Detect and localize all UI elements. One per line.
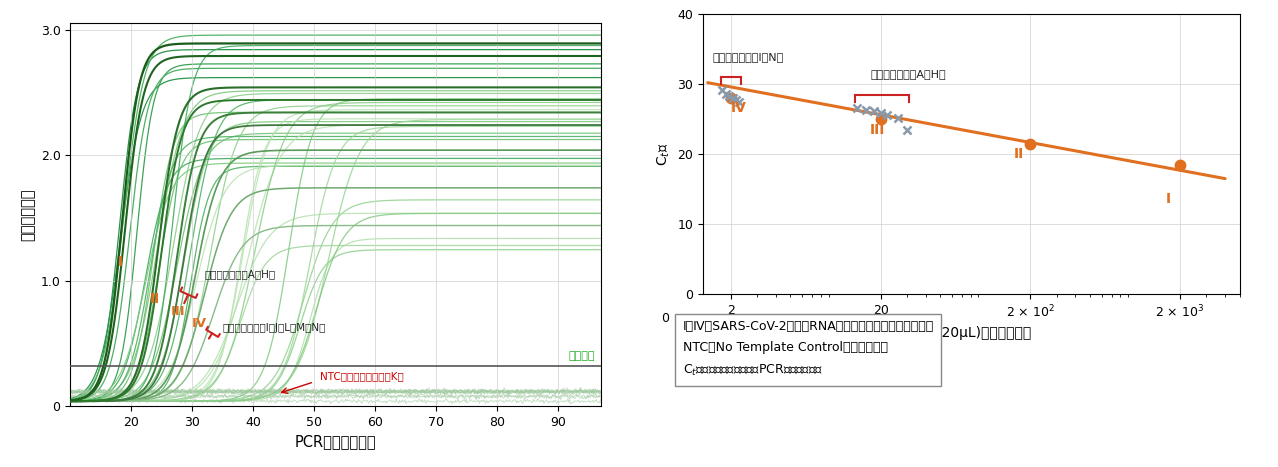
Text: IV: IV <box>731 101 746 115</box>
Text: しきい値: しきい値 <box>567 351 594 361</box>
X-axis label: 反応液(20μL)中のコピー数: 反応液(20μL)中のコピー数 <box>911 326 1031 340</box>
Text: II: II <box>1013 147 1024 161</box>
Text: 唾液検体（検体A〜H）: 唾液検体（検体A〜H） <box>870 69 946 79</box>
Text: 唾液検体（検体A〜H）: 唾液検体（検体A〜H） <box>204 269 276 279</box>
Text: NTC，鼻汁検体（検体K）: NTC，鼻汁検体（検体K） <box>321 371 404 381</box>
Y-axis label: 相対蛍光強度: 相対蛍光強度 <box>20 189 35 241</box>
Text: IV: IV <box>192 317 207 330</box>
Text: II: II <box>150 292 160 306</box>
Text: 0: 0 <box>661 312 670 325</box>
Text: I: I <box>118 255 123 269</box>
Text: I: I <box>1166 192 1171 206</box>
Text: 鼻汁検体（検体I〜N）: 鼻汁検体（検体I〜N） <box>712 51 783 62</box>
X-axis label: PCRのサイクル数: PCRのサイクル数 <box>295 435 376 450</box>
Text: III: III <box>171 304 185 318</box>
Y-axis label: C$_t$値: C$_t$値 <box>656 142 672 166</box>
Text: 鼻汁検体（検体I，J，L，M，N）: 鼻汁検体（検体I，J，L，M，N） <box>222 324 326 333</box>
Text: III: III <box>870 123 886 137</box>
Text: Ⅰ〜Ⅳ：SARS-CoV-2の全長RNAゲノムの標品液（既知濃度）
NTC（No Template Control）：陰性対照
C$_t$値：しきい値におけるP: Ⅰ〜Ⅳ：SARS-CoV-2の全長RNAゲノムの標品液（既知濃度） NTC（No… <box>682 320 934 378</box>
